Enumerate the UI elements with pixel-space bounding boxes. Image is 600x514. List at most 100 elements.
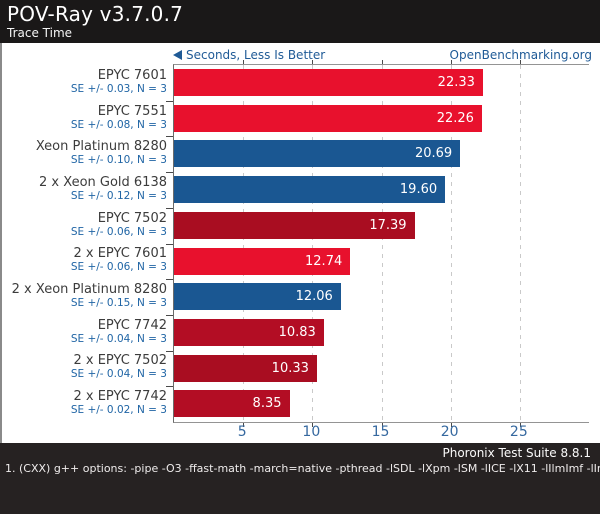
bar-row: 20.69 — [174, 136, 589, 172]
y-axis-tick-mark — [166, 314, 173, 316]
x-tick-label-15: 15 — [371, 424, 390, 440]
cpu-name-label: 2 x EPYC 7502 — [73, 353, 167, 369]
cpu-name-label: EPYC 7742 — [97, 317, 167, 333]
result-bar: 17.39 — [174, 211, 415, 239]
pts-version-label: Phoronix Test Suite 8.8.1 — [442, 446, 592, 460]
standard-error-label: SE +/- 0.10, N = 3 — [70, 154, 167, 167]
gridline-25 — [519, 65, 521, 422]
bar-value-label: 10.83 — [278, 324, 316, 340]
y-axis-tick-mark — [166, 172, 173, 174]
bar-row: 17.39 — [174, 208, 589, 244]
result-bar: 20.69 — [174, 140, 461, 168]
row-label: 2 x EPYC 7742 SE +/- 0.02, N = 3 — [2, 385, 167, 421]
standard-error-label: SE +/- 0.03, N = 3 — [70, 82, 167, 95]
result-bar: 8.35 — [174, 390, 290, 418]
bar-row: 10.83 — [174, 315, 589, 351]
axis-note-label: Seconds, Less Is Better — [186, 48, 326, 62]
bar-value-label: 17.39 — [369, 217, 407, 233]
cpu-name-label: EPYC 7601 — [97, 67, 167, 83]
compiler-options-note: 1. (CXX) g++ options: -pipe -O3 -ffast-m… — [5, 462, 600, 475]
cpu-name-label: 2 x Xeon Gold 6138 — [39, 174, 167, 190]
cpu-name-label: 2 x Xeon Platinum 8280 — [11, 282, 167, 298]
cpu-name-label: 2 x EPYC 7601 — [73, 246, 167, 262]
axis-tick-mark — [381, 423, 383, 427]
axis-tick-mark — [312, 423, 314, 427]
cpu-name-label: Xeon Platinum 8280 — [35, 139, 167, 155]
result-bar: 12.06 — [174, 283, 341, 311]
row-label: 2 x EPYC 7601 SE +/- 0.06, N = 3 — [2, 243, 167, 279]
standard-error-label: SE +/- 0.02, N = 3 — [70, 404, 167, 417]
cpu-name-label: EPYC 7551 — [97, 103, 167, 119]
result-bar: 19.60 — [174, 176, 446, 204]
y-axis-tick-mark — [166, 350, 173, 352]
y-axis-tick-mark — [166, 243, 173, 245]
axis-tick-mark — [243, 423, 245, 427]
result-bar: 22.33 — [174, 69, 483, 96]
standard-error-label: SE +/- 0.04, N = 3 — [70, 332, 167, 345]
bar-value-label: 10.33 — [271, 360, 309, 376]
row-label: 2 x Xeon Platinum 8280 SE +/- 0.15, N = 3 — [2, 278, 167, 314]
axis-tick-mark — [519, 423, 521, 427]
left-arrow-icon — [173, 50, 182, 60]
axis-tick-mark — [243, 60, 245, 64]
x-axis-tick-labels: 5 10 15 20 25 — [173, 422, 588, 442]
gridline-15 — [381, 65, 383, 422]
bar-row: 22.33 — [174, 65, 589, 101]
y-axis-tick-mark — [166, 136, 173, 138]
row-label: EPYC 7551 SE +/- 0.08, N = 3 — [2, 100, 167, 136]
cpu-name-label: EPYC 7502 — [97, 210, 167, 226]
bar-value-label: 8.35 — [252, 396, 282, 412]
x-tick-label-20: 20 — [440, 424, 459, 440]
chart-footer: Phoronix Test Suite 8.8.1 1. (CXX) g++ o… — [0, 443, 600, 514]
row-label: 2 x EPYC 7502 SE +/- 0.04, N = 3 — [2, 350, 167, 386]
y-axis-tick-mark — [166, 207, 173, 209]
axis-tick-mark — [381, 60, 383, 64]
row-label: Xeon Platinum 8280 SE +/- 0.10, N = 3 — [2, 135, 167, 171]
cpu-name-label: 2 x EPYC 7742 — [73, 389, 167, 405]
y-axis-tick-mark — [166, 279, 173, 281]
gridline-5 — [243, 65, 245, 422]
row-label: EPYC 7601 SE +/- 0.03, N = 3 — [2, 64, 167, 100]
bar-value-label: 20.69 — [414, 146, 453, 162]
row-label: EPYC 7502 SE +/- 0.06, N = 3 — [2, 207, 167, 243]
gridline-20 — [450, 65, 452, 422]
axis-note: Seconds, Less Is Better — [173, 48, 325, 62]
bar-value-label: 22.26 — [436, 110, 474, 126]
standard-error-label: SE +/- 0.15, N = 3 — [70, 297, 167, 310]
x-tick-label-25: 25 — [509, 424, 528, 440]
standard-error-label: SE +/- 0.06, N = 3 — [70, 261, 167, 274]
row-label: 2 x Xeon Gold 6138 SE +/- 0.12, N = 3 — [2, 171, 167, 207]
chart-panel: Seconds, Less Is Better OpenBenchmarking… — [0, 43, 600, 443]
standard-error-label: SE +/- 0.04, N = 3 — [70, 368, 167, 381]
axis-tick-mark — [450, 423, 452, 427]
plot-area: 22.33 22.26 20.69 19.60 17.39 12.74 12.06 10.83… — [166, 60, 589, 427]
chart-title: POV-Ray v3.7.0.7 — [7, 2, 184, 26]
bar-value-label: 19.60 — [399, 182, 438, 198]
axis-tick-mark — [450, 60, 452, 64]
result-bar: 22.26 — [174, 104, 482, 132]
result-bar: 10.33 — [174, 354, 317, 382]
bar-value-label: 12.06 — [295, 289, 333, 305]
bar-value-label: 22.33 — [437, 75, 475, 90]
axis-tick-mark — [519, 60, 521, 64]
standard-error-label: SE +/- 0.12, N = 3 — [70, 189, 167, 202]
gridline-10 — [312, 65, 314, 422]
axis-tick-mark — [312, 60, 314, 64]
bar-row: 10.33 — [174, 351, 589, 387]
standard-error-label: SE +/- 0.06, N = 3 — [70, 225, 167, 238]
chart-subtitle: Trace Time — [7, 26, 73, 40]
bar-value-label: 12.74 — [305, 253, 343, 269]
bar-row: 12.74 — [174, 244, 589, 280]
standard-error-label: SE +/- 0.08, N = 3 — [70, 118, 167, 131]
bar-row: 22.26 — [174, 101, 589, 137]
openbenchmarking-link[interactable]: OpenBenchmarking.org — [449, 48, 592, 62]
x-tick-label-5: 5 — [237, 424, 247, 440]
x-tick-label-10: 10 — [302, 424, 321, 440]
result-bar: 10.83 — [174, 318, 324, 346]
bar-row: 8.35 — [174, 386, 589, 422]
row-label: EPYC 7742 SE +/- 0.04, N = 3 — [2, 314, 167, 350]
chart-header: POV-Ray v3.7.0.7 Trace Time — [0, 0, 600, 43]
bar-row: 12.06 — [174, 279, 589, 315]
y-axis-tick-mark — [166, 386, 173, 388]
